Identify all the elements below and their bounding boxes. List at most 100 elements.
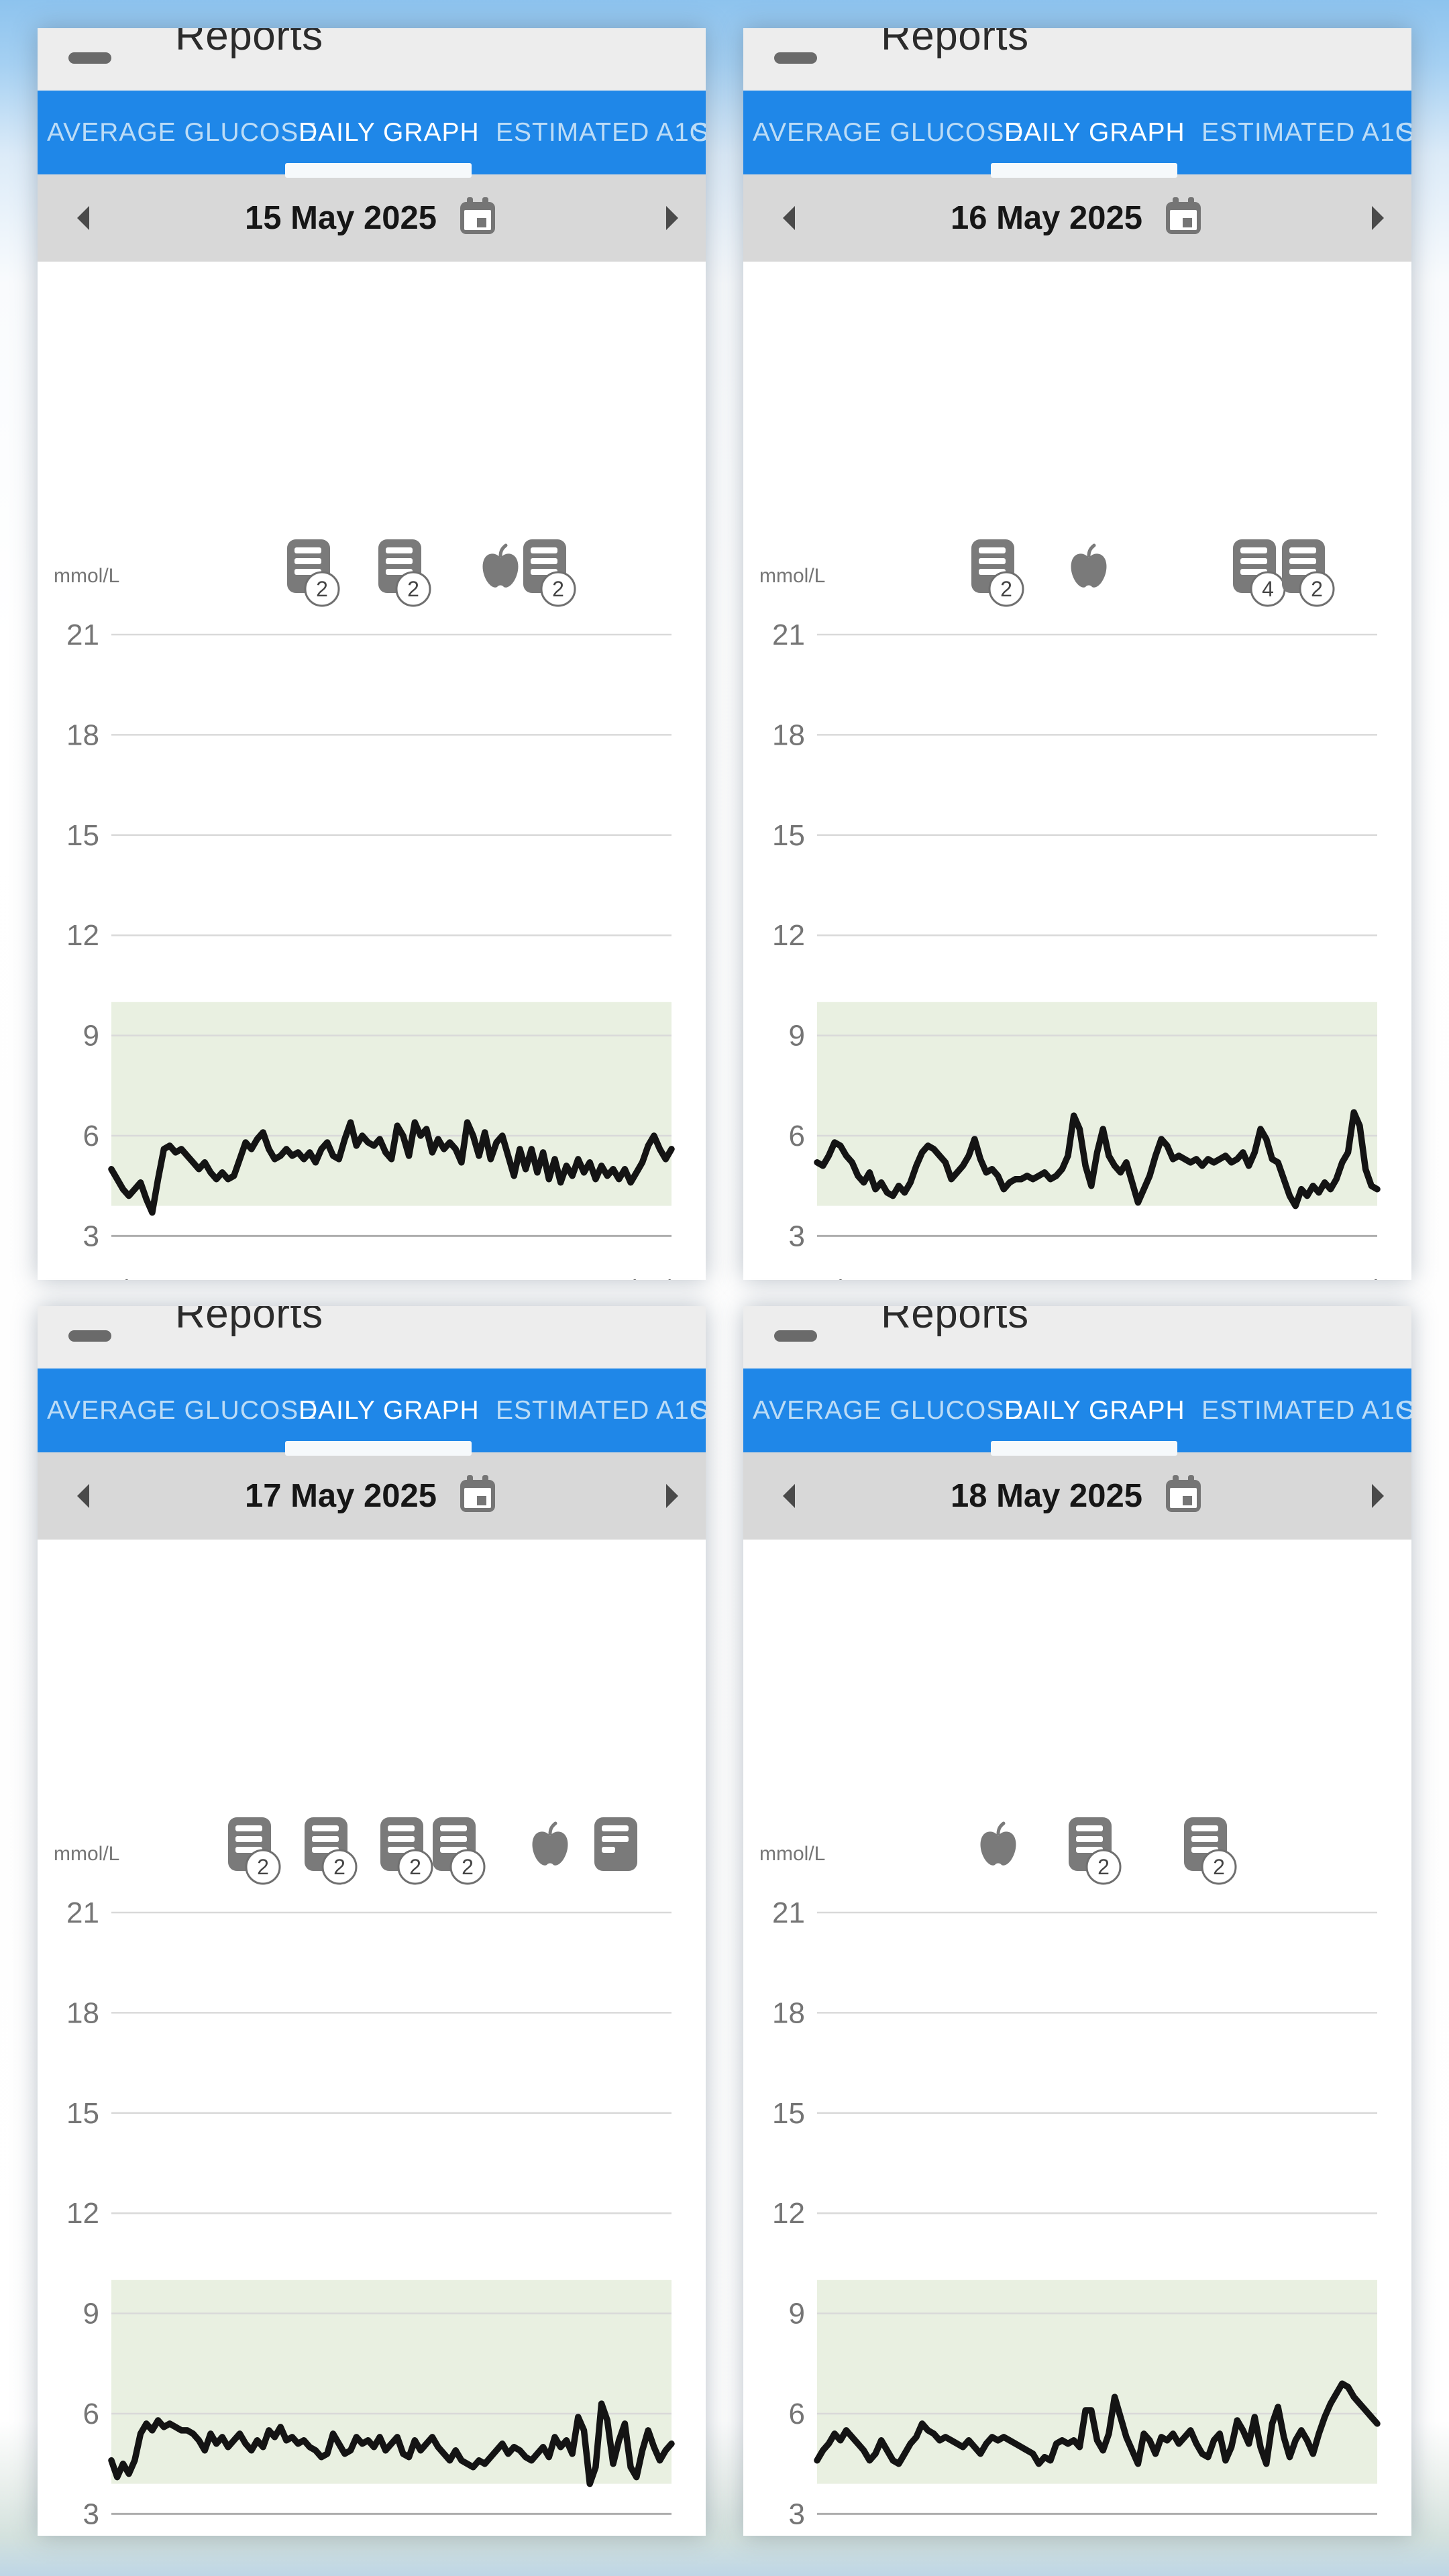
notes-event-icon[interactable]: 2 [423,1813,493,1887]
y-tick-label-6: 6 [83,1120,99,1152]
y-tick-label-21: 21 [66,619,99,651]
next-day-button[interactable] [659,1481,686,1511]
tab-daily-graph[interactable]: DAILY GRAPH [1004,1395,1185,1425]
date-group: 15 May 2025 [245,196,498,241]
tab-s[interactable]: S [692,1395,706,1425]
menu-icon[interactable] [68,52,111,64]
tab-daily-graph[interactable]: DAILY GRAPH [299,1395,480,1425]
notes-event-icon[interactable] [585,1813,655,1887]
svg-text:2: 2 [552,577,564,601]
tab-estimated-a1c[interactable]: ESTIMATED A1C [496,117,706,147]
event-count-badge: 2 [540,571,576,607]
event-count-badge: 2 [304,571,340,607]
y-tick-label-9: 9 [83,1020,99,1053]
event-count-badge: 2 [397,1849,433,1885]
y-tick-label-3: 3 [83,2498,99,2530]
glucose-daily-chart: 2118151296312am3am6am9am12pm3pm6pm9pm12a… [772,619,1381,1280]
food-event-icon[interactable] [466,535,535,609]
notes-event-icon[interactable]: 2 [1175,1813,1244,1887]
svg-text:2: 2 [333,1855,345,1879]
notes-event-icon[interactable]: 2 [1059,1813,1129,1887]
report-panel: Reports AVERAGE GLUCOSE DAILY GRAPH ESTIMA… [743,28,1411,1280]
tab-bar: AVERAGE GLUCOSE DAILY GRAPH ESTIMATED A1C S [743,91,1411,178]
report-panel: Reports AVERAGE GLUCOSE DAILY GRAPH ESTIMA… [38,28,706,1280]
calendar-icon[interactable] [1163,1474,1204,1519]
svg-text:2: 2 [407,577,419,601]
y-tick-label-6: 6 [789,2398,805,2430]
notes-event-icon[interactable]: 2 [1273,535,1342,609]
notes-event-icon[interactable]: 2 [962,535,1032,609]
glucose-trace [814,1109,1381,1210]
svg-text:2: 2 [1213,1855,1225,1879]
svg-text:4: 4 [1262,577,1274,601]
chevron-right-icon [666,206,678,230]
tab-average-glucose[interactable]: AVERAGE GLUCOSE [47,117,317,147]
notes-event-icon[interactable]: 2 [369,535,439,609]
food-event-icon[interactable] [515,1813,585,1887]
previous-day-button[interactable] [70,1481,97,1511]
tab-s[interactable]: S [692,117,706,147]
svg-text:2: 2 [462,1855,474,1879]
svg-text:2: 2 [1311,577,1323,601]
notes-event-icon[interactable]: 2 [295,1813,365,1887]
tab-s[interactable]: S [1397,1395,1411,1425]
report-panel: Reports AVERAGE GLUCOSE DAILY GRAPH ESTIMA… [743,1306,1411,2536]
menu-icon[interactable] [774,1330,817,1342]
apple-icon [482,543,519,588]
tab-average-glucose[interactable]: AVERAGE GLUCOSE [753,117,1023,147]
date-group: 17 May 2025 [245,1474,498,1519]
menu-icon[interactable] [774,52,817,64]
previous-day-button[interactable] [775,203,802,233]
apple-icon [980,1821,1016,1866]
menu-icon[interactable] [68,1330,111,1342]
svg-text:2: 2 [409,1855,421,1879]
calendar-icon[interactable] [457,196,498,241]
previous-day-button[interactable] [70,203,97,233]
date-navigation-bar: 18 May 2025 [743,1452,1411,1540]
date-navigation-bar: 17 May 2025 [38,1452,706,1540]
calendar-icon[interactable] [457,1474,498,1519]
food-event-icon[interactable] [1054,535,1124,609]
tab-estimated-a1c[interactable]: ESTIMATED A1C [1201,1395,1411,1425]
y-tick-label-3: 3 [789,2498,805,2530]
tab-average-glucose[interactable]: AVERAGE GLUCOSE [753,1395,1023,1425]
app-header: Reports [743,1306,1411,1368]
food-event-icon[interactable] [963,1813,1033,1887]
chevron-left-icon [77,206,89,230]
page-title: Reports [175,28,323,59]
day-label-right: Fri [1350,1275,1379,1280]
chevron-right-icon [666,1484,678,1508]
tab-estimated-a1c[interactable]: ESTIMATED A1C [1201,117,1411,147]
chevron-right-icon [1372,1484,1384,1508]
next-day-button[interactable] [1364,1481,1391,1511]
tab-bar: AVERAGE GLUCOSE DAILY GRAPH ESTIMATED A1C S [38,91,706,178]
tab-average-glucose[interactable]: AVERAGE GLUCOSE [47,1395,317,1425]
notes-event-icon[interactable]: 2 [371,1813,441,1887]
tab-s[interactable]: S [1397,117,1411,147]
y-tick-label-21: 21 [772,619,805,651]
tab-estimated-a1c[interactable]: ESTIMATED A1C [496,1395,706,1425]
tab-daily-graph[interactable]: DAILY GRAPH [299,117,480,147]
tab-daily-graph[interactable]: DAILY GRAPH [1004,117,1185,147]
chevron-left-icon [783,206,795,230]
page-title: Reports [881,28,1029,59]
app-header: Reports [38,28,706,91]
next-day-button[interactable] [1364,203,1391,233]
previous-day-button[interactable] [775,1481,802,1511]
notes-event-icon[interactable]: 2 [514,535,584,609]
next-day-button[interactable] [659,203,686,233]
y-axis-unit-label: mmol/L [54,1843,120,1865]
svg-text:2: 2 [257,1855,269,1879]
y-tick-label-21: 21 [66,1896,99,1929]
glucose-daily-chart: 2118151296312am3am6am9am12pm3pm6pm9pm12a… [772,1896,1381,2530]
chevron-left-icon [77,1484,89,1508]
event-count-badge: 2 [1201,1849,1237,1885]
day-label-left: Thu [109,1275,152,1280]
y-axis-unit-label: mmol/L [759,1843,826,1865]
notes-event-icon[interactable]: 2 [219,1813,288,1887]
y-tick-label-15: 15 [772,2097,805,2130]
notes-event-icon[interactable]: 4 [1224,535,1293,609]
calendar-icon[interactable] [1163,196,1204,241]
date-group: 18 May 2025 [951,1474,1204,1519]
notes-event-icon[interactable]: 2 [278,535,347,609]
